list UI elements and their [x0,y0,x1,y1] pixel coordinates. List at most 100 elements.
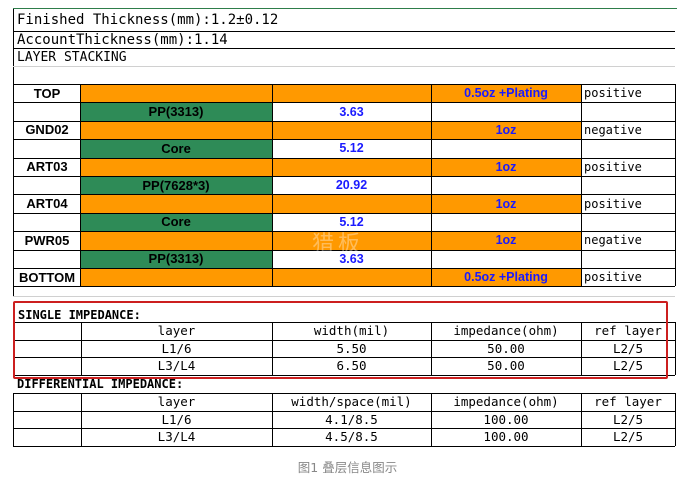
layer-polarity: positive [584,159,642,174]
single-impedance-title: SINGLE IMPEDANCE: [18,308,141,322]
column-rule [581,84,582,287]
impedance-cell: L2/5 [612,411,644,427]
impedance-cell: 4.5/8.5 [325,429,378,445]
copper-bar [80,268,581,287]
copper-bar [80,120,581,140]
column-rule [13,393,14,446]
impedance-cell: L2/5 [612,358,644,374]
copper-bar [80,231,581,250]
impedance-cell: 50.00 [487,340,525,356]
row-rule [13,176,675,177]
impedance-cell: L2/5 [612,340,644,356]
column-rule [272,84,273,287]
row-rule [13,445,675,447]
row-rule [13,231,675,233]
column-rule [581,393,582,446]
layer-polarity: positive [584,196,642,211]
copper-weight: 1oz [495,159,517,174]
stack-layer-name: TOP [33,85,61,101]
column-rule [81,393,82,446]
stack-layer-name: GND02 [25,122,69,138]
copper-weight: 1oz [495,233,517,248]
column-rule [675,393,676,446]
copper-weight: 1oz [495,122,517,137]
column-rule [675,84,676,287]
dielectric-material: PP(3313) [80,249,272,268]
impedance-header-cell: width/space(mil) [291,394,412,410]
row-rule [13,393,675,394]
impedance-header-cell: ref layer [594,323,662,339]
row-rule [13,249,675,251]
impedance-cell: L2/5 [612,429,644,445]
figure-caption: 图1 叠层信息图示 [297,460,398,475]
row-rule [13,84,675,85]
column-rule [81,322,82,375]
row-rule [13,286,675,288]
dielectric-thickness: 5.12 [272,139,431,158]
impedance-cell: L1/6 [161,340,192,356]
stack-layer-name: BOTTOM [18,269,76,285]
differential-impedance-title: DIFFERENTIAL IMPEDANCE: [17,377,184,391]
row-rule [13,339,675,341]
column-rule [581,322,582,375]
column-rule [431,393,432,446]
impedance-cell: L1/6 [161,411,192,427]
copper-weight: 1oz [495,196,517,211]
dielectric-material: Core [80,212,272,232]
impedance-header-cell: layer [157,394,196,410]
row-rule [13,428,675,429]
layer-polarity: positive [584,270,642,285]
impedance-cell: L3/L4 [157,358,196,374]
row-rule [13,194,675,196]
copper-bar [80,194,581,213]
row-rule [13,139,675,141]
dielectric-material: PP(7628*3) [80,176,272,195]
dielectric-thickness: 5.12 [272,212,431,232]
row-rule [13,410,675,412]
dielectric-thickness: 20.92 [272,176,431,195]
copper-bar [80,84,581,103]
impedance-cell: 5.50 [336,340,367,356]
impedance-cell: 100.00 [483,411,529,427]
column-rule [272,322,273,375]
column-rule [80,84,81,287]
impedance-cell: 50.00 [487,358,525,374]
impedance-header-cell: ref layer [594,394,662,410]
impedance-cell: L3/L4 [157,429,196,445]
copper-bar [80,157,581,176]
impedance-cell: 4.1/8.5 [325,411,378,427]
row-rule [13,322,675,323]
column-rule [431,84,432,287]
spacer-rule [13,296,675,298]
row-rule [13,212,675,214]
finished-thickness: Finished Thickness(mm):1.2±0.12 [17,12,279,28]
column-rule [431,322,432,375]
layer-polarity: negative [584,233,642,248]
watermark: 猎板 [312,232,365,257]
stack-layer-name: ART03 [26,159,68,175]
impedance-header-cell: width(mil) [313,323,390,339]
dielectric-thickness: 3.63 [272,102,431,121]
impedance-header-cell: impedance(ohm) [453,394,559,410]
column-rule [675,322,676,375]
highlight-box [13,301,668,379]
dielectric-material: Core [80,139,272,158]
column-rule [272,393,273,446]
row-rule [13,268,675,269]
impedance-header-cell: layer [157,323,196,339]
row-rule [13,102,675,104]
row-rule [13,374,675,376]
row-rule [13,120,675,122]
layer-stacking-title: LAYER STACKING [17,50,127,65]
stack-layer-name: ART04 [26,196,68,212]
stack-layer-name: PWR05 [24,232,70,248]
row-rule [13,357,675,358]
account-thickness: AccountThickness(mm):1.14 [17,32,228,48]
impedance-cell: 100.00 [483,429,529,445]
row-rule [13,157,675,159]
impedance-cell: 6.50 [336,358,367,374]
dielectric-thickness: 3.63 [272,249,431,268]
layer-polarity: negative [584,122,642,137]
dielectric-material: PP(3313) [80,102,272,121]
